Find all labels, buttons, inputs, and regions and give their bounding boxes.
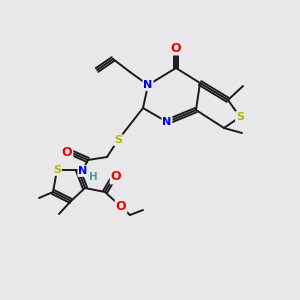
Text: S: S <box>53 165 61 175</box>
Text: O: O <box>111 170 121 184</box>
Text: N: N <box>143 80 153 90</box>
Text: N: N <box>162 117 172 127</box>
Text: S: S <box>236 112 244 122</box>
Text: S: S <box>114 135 122 145</box>
Text: O: O <box>116 200 126 212</box>
Text: O: O <box>62 146 72 158</box>
Text: H: H <box>88 172 98 182</box>
Text: O: O <box>171 41 181 55</box>
Text: N: N <box>78 166 88 176</box>
